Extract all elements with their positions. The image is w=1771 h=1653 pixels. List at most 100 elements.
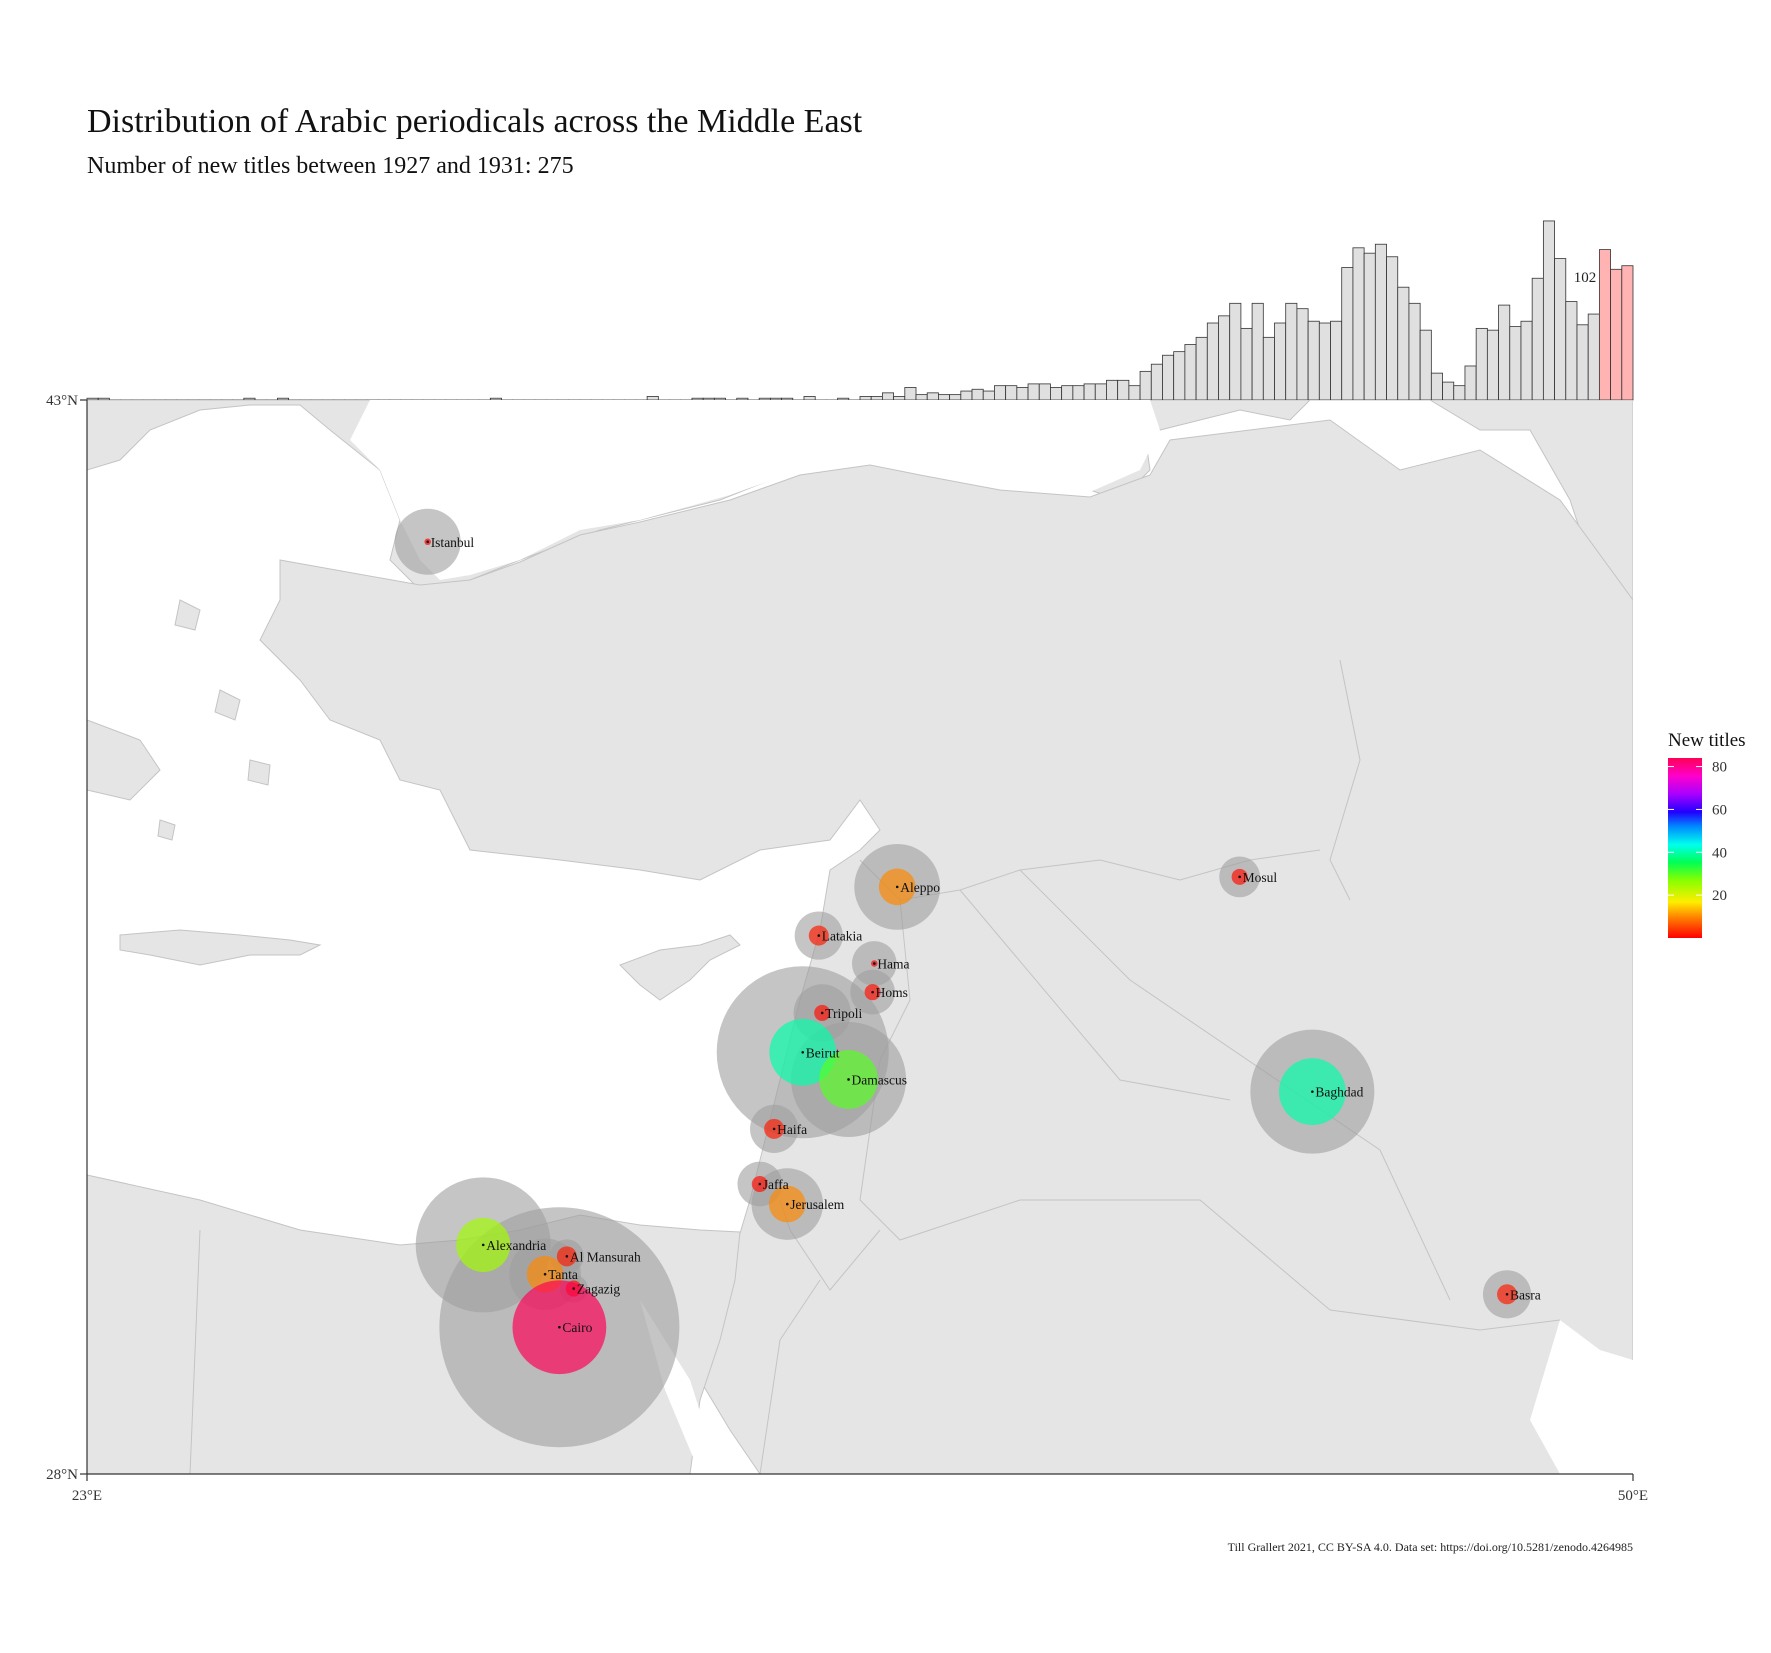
histogram-bar xyxy=(1408,302,1421,401)
histogram-bar xyxy=(489,397,502,401)
city-location-dot xyxy=(1311,1090,1314,1093)
city-label: Baghdad xyxy=(1315,1085,1363,1100)
histogram-bar xyxy=(1072,385,1085,401)
histogram-bar xyxy=(1005,385,1018,401)
histogram-peak-label: 102 xyxy=(1574,270,1597,286)
histogram-bar xyxy=(1206,322,1219,401)
city-location-dot xyxy=(758,1182,762,1186)
histogram-bar xyxy=(1285,302,1298,401)
map-panel: Istanbul Aleppo Latakia Hama Homs Tripoli Beir… xyxy=(87,400,1633,1474)
city-location-dot xyxy=(873,962,876,965)
aegean-islands xyxy=(87,599,271,841)
histogram-bar xyxy=(1520,320,1533,401)
black-sea xyxy=(350,400,1160,580)
histogram-bar-highlight xyxy=(1621,265,1634,401)
histogram-bar xyxy=(1486,329,1499,401)
city-location-dot xyxy=(1238,875,1241,879)
histogram-bar xyxy=(1341,267,1354,401)
histogram-bar xyxy=(97,397,110,401)
city-label: Cairo xyxy=(562,1320,592,1335)
city-label: Zagazig xyxy=(577,1282,621,1297)
histogram-bar xyxy=(1150,363,1163,401)
histogram-bar xyxy=(1430,372,1443,401)
histogram-bar xyxy=(926,392,939,401)
city-label: Alexandria xyxy=(486,1238,546,1253)
axes: 43°N 28°N 23°E 50°E xyxy=(46,393,1648,1504)
city-label: Damascus xyxy=(852,1072,907,1087)
legend-colorbar xyxy=(1668,758,1702,938)
histogram-bar xyxy=(1576,324,1589,401)
city-location-dot xyxy=(817,934,821,937)
city-location-dot xyxy=(785,1202,789,1206)
lon-label-left: 23°E xyxy=(72,1488,102,1504)
histogram-bar xyxy=(1274,322,1287,401)
histogram-bar xyxy=(1173,351,1186,401)
histogram-bar xyxy=(870,396,883,401)
histogram-bar xyxy=(960,390,973,401)
lat-label-bottom: 28°N xyxy=(46,1467,78,1483)
histogram-bar xyxy=(702,397,715,401)
histogram-bar xyxy=(1453,385,1466,401)
histogram-bar xyxy=(691,397,704,401)
histogram-bar xyxy=(859,396,872,401)
city-label: Hama xyxy=(877,956,909,971)
histogram-bar xyxy=(1352,247,1365,401)
histogram-bar xyxy=(938,394,951,401)
legend-ticks: 20 40 60 80 xyxy=(1668,760,1727,904)
histogram-bar xyxy=(1397,286,1410,401)
persian-gulf xyxy=(1530,1320,1633,1474)
city-label: Tripoli xyxy=(825,1006,862,1021)
city-location-dot xyxy=(772,1127,776,1131)
city-label: Jaffa xyxy=(763,1177,789,1192)
histogram-bar xyxy=(1229,302,1242,401)
histogram-bar xyxy=(1162,354,1175,401)
histogram-bar xyxy=(1106,379,1119,401)
city-location-dot xyxy=(871,990,874,994)
city-location-dot xyxy=(895,885,899,889)
city-location-dot xyxy=(847,1078,850,1081)
city-location-dot xyxy=(572,1287,576,1290)
histogram-bar xyxy=(1262,336,1275,401)
histogram-bar xyxy=(1386,256,1399,401)
legend-tick-label: 20 xyxy=(1712,888,1727,904)
city-location-dot xyxy=(558,1325,561,1329)
histogram-bar xyxy=(837,397,850,401)
histogram-bar xyxy=(1139,370,1152,401)
histogram-bar xyxy=(1094,383,1107,401)
histogram-bar xyxy=(971,388,984,401)
figure-subtitle: Number of new titles between 1927 and 19… xyxy=(87,153,574,179)
histogram-bar xyxy=(1464,365,1477,401)
city-label: Istanbul xyxy=(431,535,475,550)
figure-title: Distribution of Arabic periodicals acros… xyxy=(87,103,863,140)
histogram-bar xyxy=(1218,315,1231,401)
histogram-bar xyxy=(1128,385,1141,401)
city-label: Aleppo xyxy=(900,880,940,895)
histogram-bar xyxy=(994,385,1007,401)
histogram-bar xyxy=(1442,381,1455,401)
histogram-bar xyxy=(1307,320,1320,401)
city-location-dot xyxy=(1505,1292,1509,1296)
histogram-bar xyxy=(1475,327,1488,401)
histogram-bar xyxy=(1251,302,1264,401)
histogram-bar xyxy=(1542,220,1555,401)
legend-title: New titles xyxy=(1668,730,1746,751)
histogram-bar xyxy=(982,390,995,401)
city-location-dot xyxy=(820,1011,824,1015)
histogram-bar xyxy=(1554,258,1567,401)
histogram-bar xyxy=(1509,326,1522,401)
histogram-bar xyxy=(243,397,256,401)
city-label: Basra xyxy=(1510,1287,1541,1302)
histogram-bar xyxy=(1050,387,1063,401)
legend-tick-label: 60 xyxy=(1712,802,1727,818)
histogram-bar xyxy=(882,392,895,401)
histogram-bar xyxy=(646,396,659,401)
city-location-dot xyxy=(543,1272,547,1276)
city-location-dot xyxy=(481,1243,485,1247)
color-legend: New titles 20 40 60 80 xyxy=(1668,730,1746,938)
histogram-bar xyxy=(1419,329,1432,401)
histogram-bar xyxy=(904,387,917,401)
histogram-bar xyxy=(1531,277,1544,401)
histogram-bar xyxy=(1296,308,1309,401)
publication-histogram xyxy=(86,220,1634,402)
